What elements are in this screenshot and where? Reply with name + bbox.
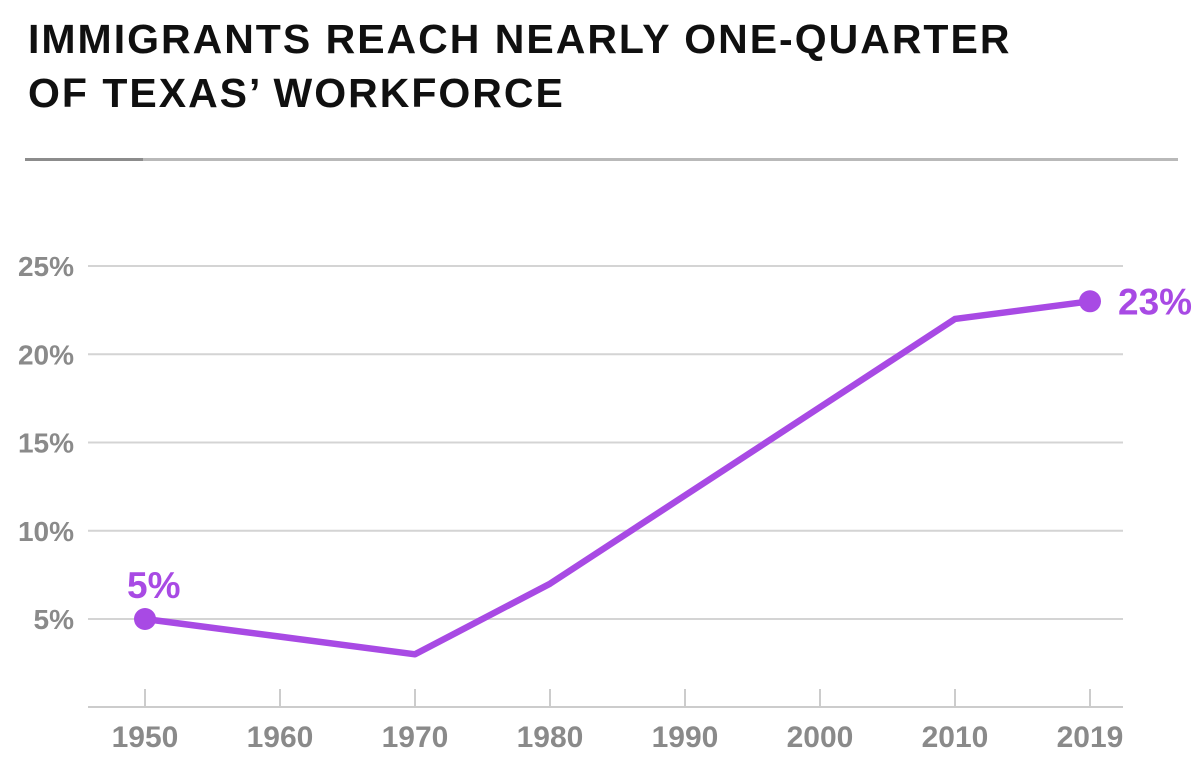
data-point-label: 5%	[127, 565, 180, 606]
x-axis-tick-label: 1990	[652, 721, 719, 754]
x-axis-tick-label: 1950	[112, 721, 179, 754]
data-point-marker	[134, 608, 156, 630]
x-axis-tick-label: 1960	[247, 721, 314, 754]
data-point-label: 23%	[1118, 281, 1192, 322]
y-axis-tick-label: 5%	[34, 604, 75, 635]
y-axis-tick-label: 15%	[18, 428, 74, 459]
x-axis-tick-label: 2000	[787, 721, 854, 754]
y-axis-tick-label: 10%	[18, 516, 74, 547]
trend-line	[141, 298, 1094, 658]
y-axis-tick-label: 20%	[18, 339, 74, 370]
x-axis-tick-label: 1970	[382, 721, 449, 754]
y-axis-tick-label: 25%	[18, 251, 74, 282]
page-title-line-1: IMMIGRANTS REACH NEARLY ONE-QUARTER	[28, 16, 1012, 62]
title-divider-light-segment	[25, 158, 1178, 161]
data-point-marker	[1079, 290, 1101, 313]
page-title-line-2: OF TEXAS’ WORKFORCE	[28, 70, 565, 116]
title-divider-dark-segment	[25, 158, 143, 161]
x-axis-tick-label: 1980	[517, 721, 584, 754]
x-axis-tick-label: 2019	[1057, 721, 1124, 754]
x-axis-tick-label: 2010	[922, 721, 989, 754]
page-title: IMMIGRANTS REACH NEARLY ONE-QUARTER OF T…	[28, 12, 1011, 120]
